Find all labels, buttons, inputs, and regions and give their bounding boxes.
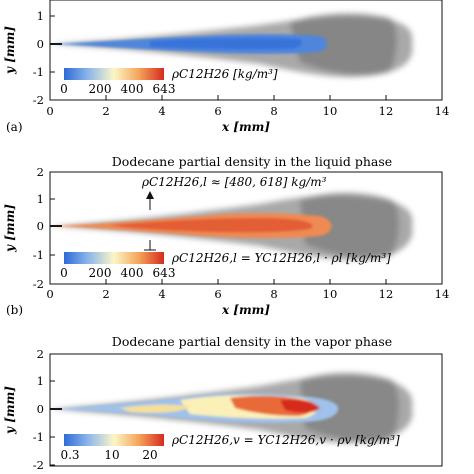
panel-b-xtick: 4 [158, 287, 165, 301]
panel-c-ytick: 0 [37, 402, 44, 416]
panel-b-cbar-label: ρC12H26,l = YC12H26,l · ρl [kg/m³] [171, 251, 391, 265]
panel-a-cbar-tick: 0 [60, 82, 68, 96]
panel-c-ytick: -2 [33, 458, 44, 472]
panel-a-xtick: 6 [214, 104, 221, 118]
panel-c-colorbar [64, 434, 164, 446]
panel-b-spray-liquid [50, 213, 332, 239]
panel-a-xtick: 4 [158, 104, 165, 118]
panel-b-xtick: 12 [379, 287, 394, 301]
panel-a-xtick: 12 [379, 104, 394, 118]
panel-c-spray-vapor [50, 393, 339, 423]
panel-b-title: Dodecane partial density in the liquid p… [112, 154, 392, 169]
panel-a: 1 0 -1 -2 0 2 4 6 8 10 12 14 y [mm] x [m… [3, 0, 449, 134]
panel-c-title: Dodecane partial density in the vapor ph… [112, 334, 392, 349]
panel-a-ytick: 1 [37, 9, 44, 23]
panel-c-ylabel: y [mm] [3, 386, 17, 435]
panel-c-ytick: 2 [37, 347, 44, 361]
panel-a-xtick: 8 [270, 104, 277, 118]
panel-c-axes [49, 353, 443, 467]
panel-b-xlabel: x [mm] [221, 303, 270, 317]
panel-a-cbar-tick: 200 [89, 82, 112, 96]
panel-b-xtick: 2 [102, 287, 109, 301]
panel-a-cbar-label: ρC12H26 [kg/m³] [171, 67, 278, 81]
panel-c-cbar-tick: 0.3 [60, 448, 79, 462]
panel-b-xtick: 8 [270, 287, 277, 301]
panel-a-xtick: 2 [102, 104, 109, 118]
panel-b-ytick: 0 [37, 219, 44, 233]
panel-b-xtick: 6 [214, 287, 221, 301]
panel-b-xtick: 10 [323, 287, 338, 301]
panel-a-ytick: 0 [37, 37, 44, 51]
panel-c-ytick: 1 [37, 374, 44, 388]
panel-a-axes [49, 0, 443, 101]
panel-b-annotation: ρC12H26,l ≈ [480, 618] kg/m³ [141, 175, 327, 189]
panel-b-ytick: -2 [33, 277, 44, 291]
panel-b-ylabel: y [mm] [3, 204, 17, 253]
panel-a-colorbar [64, 68, 164, 80]
panel-c-cbar-tick: 10 [104, 448, 119, 462]
panel-a-cbar-tick: 643 [153, 82, 176, 96]
panel-c: Dodecane partial density in the vapor ph… [3, 334, 443, 472]
panel-a-ytick: -1 [33, 65, 44, 79]
panel-b-ytick: -1 [33, 248, 44, 262]
panel-b-axes [49, 171, 443, 285]
panel-b-ytick: 2 [37, 165, 44, 179]
panel-b-annotation-arrow [144, 191, 156, 251]
panel-b-xtick: 14 [435, 287, 450, 301]
panel-a-ylabel: y [mm] [3, 26, 17, 75]
panel-b-cbar-tick: 643 [153, 266, 176, 280]
panel-b-label: (b) [6, 303, 23, 317]
panel-b-ytick: 1 [37, 192, 44, 206]
panel-a-xlabel: x [mm] [221, 120, 270, 134]
panel-a-spray-liquid [50, 34, 328, 54]
panel-a-label: (a) [6, 120, 23, 134]
panel-b-colorbar [64, 252, 164, 264]
panel-b: Dodecane partial density in the liquid p… [3, 154, 449, 317]
panel-a-xtick: 0 [46, 104, 53, 118]
panel-b-cbar-tick: 400 [121, 266, 144, 280]
panel-c-cbar-label: ρC12H26,v = YC12H26,v · ρv [kg/m³] [171, 433, 400, 447]
panel-c-cbar-tick: 20 [142, 448, 157, 462]
panel-c-ytick: -1 [33, 430, 44, 444]
panel-b-cbar-tick: 0 [60, 266, 68, 280]
panel-a-ytick: -2 [33, 93, 44, 107]
panel-b-cbar-tick: 200 [89, 266, 112, 280]
panel-a-xtick: 10 [323, 104, 338, 118]
panel-a-cbar-tick: 400 [121, 82, 144, 96]
panel-a-xtick: 14 [435, 104, 450, 118]
panel-b-xtick: 0 [46, 287, 53, 301]
